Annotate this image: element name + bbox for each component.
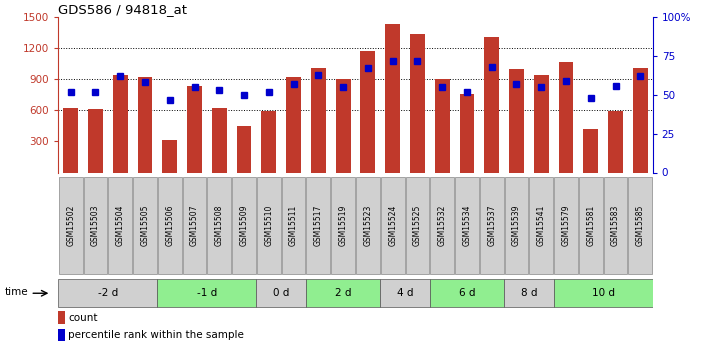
Text: GSM15507: GSM15507 xyxy=(190,204,199,246)
Bar xyxy=(429,279,504,307)
Text: GSM15506: GSM15506 xyxy=(165,204,174,246)
Bar xyxy=(88,109,103,172)
Bar xyxy=(480,177,503,274)
Bar xyxy=(63,108,78,172)
Bar xyxy=(183,177,206,274)
Bar xyxy=(504,279,554,307)
Bar xyxy=(187,86,202,172)
Text: count: count xyxy=(68,313,97,323)
Bar xyxy=(381,177,405,274)
Bar xyxy=(534,75,549,172)
Bar xyxy=(237,126,252,172)
Bar xyxy=(430,177,454,274)
Bar xyxy=(108,177,132,274)
Text: GSM15532: GSM15532 xyxy=(438,205,447,246)
Text: GSM15504: GSM15504 xyxy=(116,204,124,246)
Bar xyxy=(84,177,107,274)
Text: GSM15510: GSM15510 xyxy=(264,205,273,246)
Bar xyxy=(158,177,181,274)
Bar xyxy=(331,177,355,274)
Bar xyxy=(311,68,326,172)
Bar xyxy=(212,108,227,172)
Bar xyxy=(306,279,380,307)
Text: GSM15581: GSM15581 xyxy=(587,205,595,246)
Text: GSM15534: GSM15534 xyxy=(462,204,471,246)
Text: GSM15523: GSM15523 xyxy=(363,205,373,246)
Text: GSM15583: GSM15583 xyxy=(611,205,620,246)
Bar xyxy=(282,177,306,274)
Bar xyxy=(157,279,257,307)
Bar xyxy=(58,311,65,324)
Bar xyxy=(360,51,375,172)
Text: 2 d: 2 d xyxy=(335,288,351,298)
Bar xyxy=(380,279,429,307)
Bar xyxy=(58,279,157,307)
Bar xyxy=(133,177,157,274)
Bar xyxy=(530,177,553,274)
Text: GSM15508: GSM15508 xyxy=(215,205,224,246)
Bar xyxy=(208,177,231,274)
Bar xyxy=(633,68,648,172)
Text: GSM15505: GSM15505 xyxy=(141,204,149,246)
Text: -1 d: -1 d xyxy=(197,288,217,298)
Bar xyxy=(59,177,82,274)
Text: GSM15524: GSM15524 xyxy=(388,205,397,246)
Bar xyxy=(262,111,277,172)
Bar xyxy=(58,329,65,342)
Bar xyxy=(257,279,306,307)
Text: 6 d: 6 d xyxy=(459,288,475,298)
Bar xyxy=(579,177,603,274)
Text: GSM15502: GSM15502 xyxy=(66,205,75,246)
Bar xyxy=(306,177,330,274)
Bar xyxy=(583,129,598,172)
Bar xyxy=(455,177,479,274)
Text: GSM15525: GSM15525 xyxy=(413,205,422,246)
Text: percentile rank within the sample: percentile rank within the sample xyxy=(68,330,244,340)
Bar xyxy=(608,111,623,172)
Bar xyxy=(554,279,653,307)
Bar xyxy=(484,37,499,172)
Bar xyxy=(509,69,524,172)
Bar xyxy=(336,79,351,172)
Text: GSM15517: GSM15517 xyxy=(314,205,323,246)
Text: GSM15539: GSM15539 xyxy=(512,204,521,246)
Bar xyxy=(604,177,627,274)
Bar xyxy=(257,177,281,274)
Text: GSM15511: GSM15511 xyxy=(289,205,298,246)
Text: GSM15509: GSM15509 xyxy=(240,204,249,246)
Text: 0 d: 0 d xyxy=(273,288,289,298)
Bar xyxy=(434,79,449,172)
Bar xyxy=(459,94,474,172)
Bar xyxy=(137,77,152,172)
Text: 10 d: 10 d xyxy=(592,288,615,298)
Bar xyxy=(405,177,429,274)
Bar xyxy=(505,177,528,274)
Bar xyxy=(629,177,652,274)
Text: GSM15579: GSM15579 xyxy=(562,204,570,246)
Text: GSM15503: GSM15503 xyxy=(91,204,100,246)
Text: GSM15519: GSM15519 xyxy=(338,205,348,246)
Text: GSM15537: GSM15537 xyxy=(487,204,496,246)
Text: time: time xyxy=(5,287,28,297)
Text: 8 d: 8 d xyxy=(520,288,537,298)
Bar xyxy=(113,75,128,172)
Text: 4 d: 4 d xyxy=(397,288,413,298)
Bar xyxy=(232,177,256,274)
Text: -2 d: -2 d xyxy=(97,288,118,298)
Bar xyxy=(385,24,400,172)
Bar xyxy=(356,177,380,274)
Bar xyxy=(162,140,177,172)
Bar xyxy=(286,77,301,172)
Bar xyxy=(410,34,425,172)
Text: GSM15585: GSM15585 xyxy=(636,205,645,246)
Bar xyxy=(554,177,578,274)
Bar xyxy=(559,62,574,172)
Text: GSM15541: GSM15541 xyxy=(537,205,546,246)
Text: GDS586 / 94818_at: GDS586 / 94818_at xyxy=(58,3,187,16)
